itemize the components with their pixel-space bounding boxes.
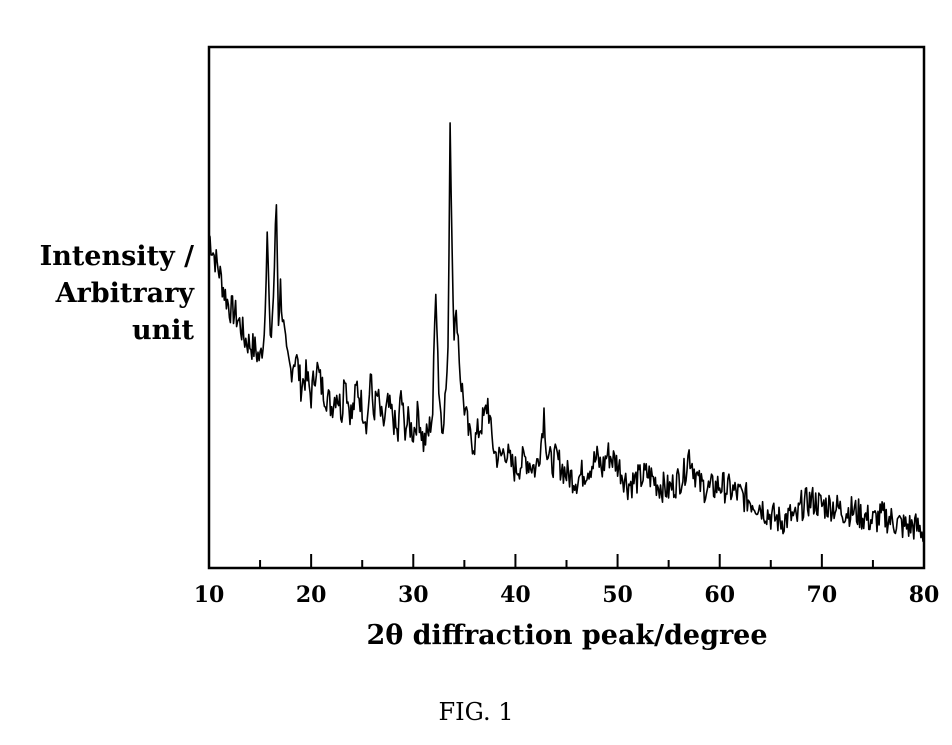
y-axis-label-line-2: Arbitrary	[55, 278, 194, 309]
plot-frame	[207, 45, 926, 570]
x-tick-label-80: 80	[909, 582, 940, 608]
y-axis-label-line-1: Intensity /	[39, 241, 194, 272]
y-axis-label-line-3: unit	[132, 315, 194, 346]
series-line-xrd-pattern	[208, 122, 925, 543]
x-tick-label-20: 20	[296, 582, 327, 608]
x-axis-tick-labels: 10 20 30 40 50 60 70 80	[194, 582, 940, 608]
x-tick-label-50: 50	[602, 582, 633, 608]
x-tick-label-30: 30	[398, 582, 429, 608]
x-tick-label-70: 70	[807, 582, 838, 608]
x-tick-label-40: 40	[500, 582, 531, 608]
x-tick-label-10: 10	[194, 582, 225, 608]
y-axis-label: Intensity / Arbitrary unit	[20, 238, 194, 349]
x-axis-ticks	[208, 554, 925, 568]
figure-caption: FIG. 1	[438, 698, 514, 726]
x-axis-label: 2θ diffraction peak/degree	[366, 620, 768, 651]
x-tick-label-60: 60	[704, 582, 735, 608]
